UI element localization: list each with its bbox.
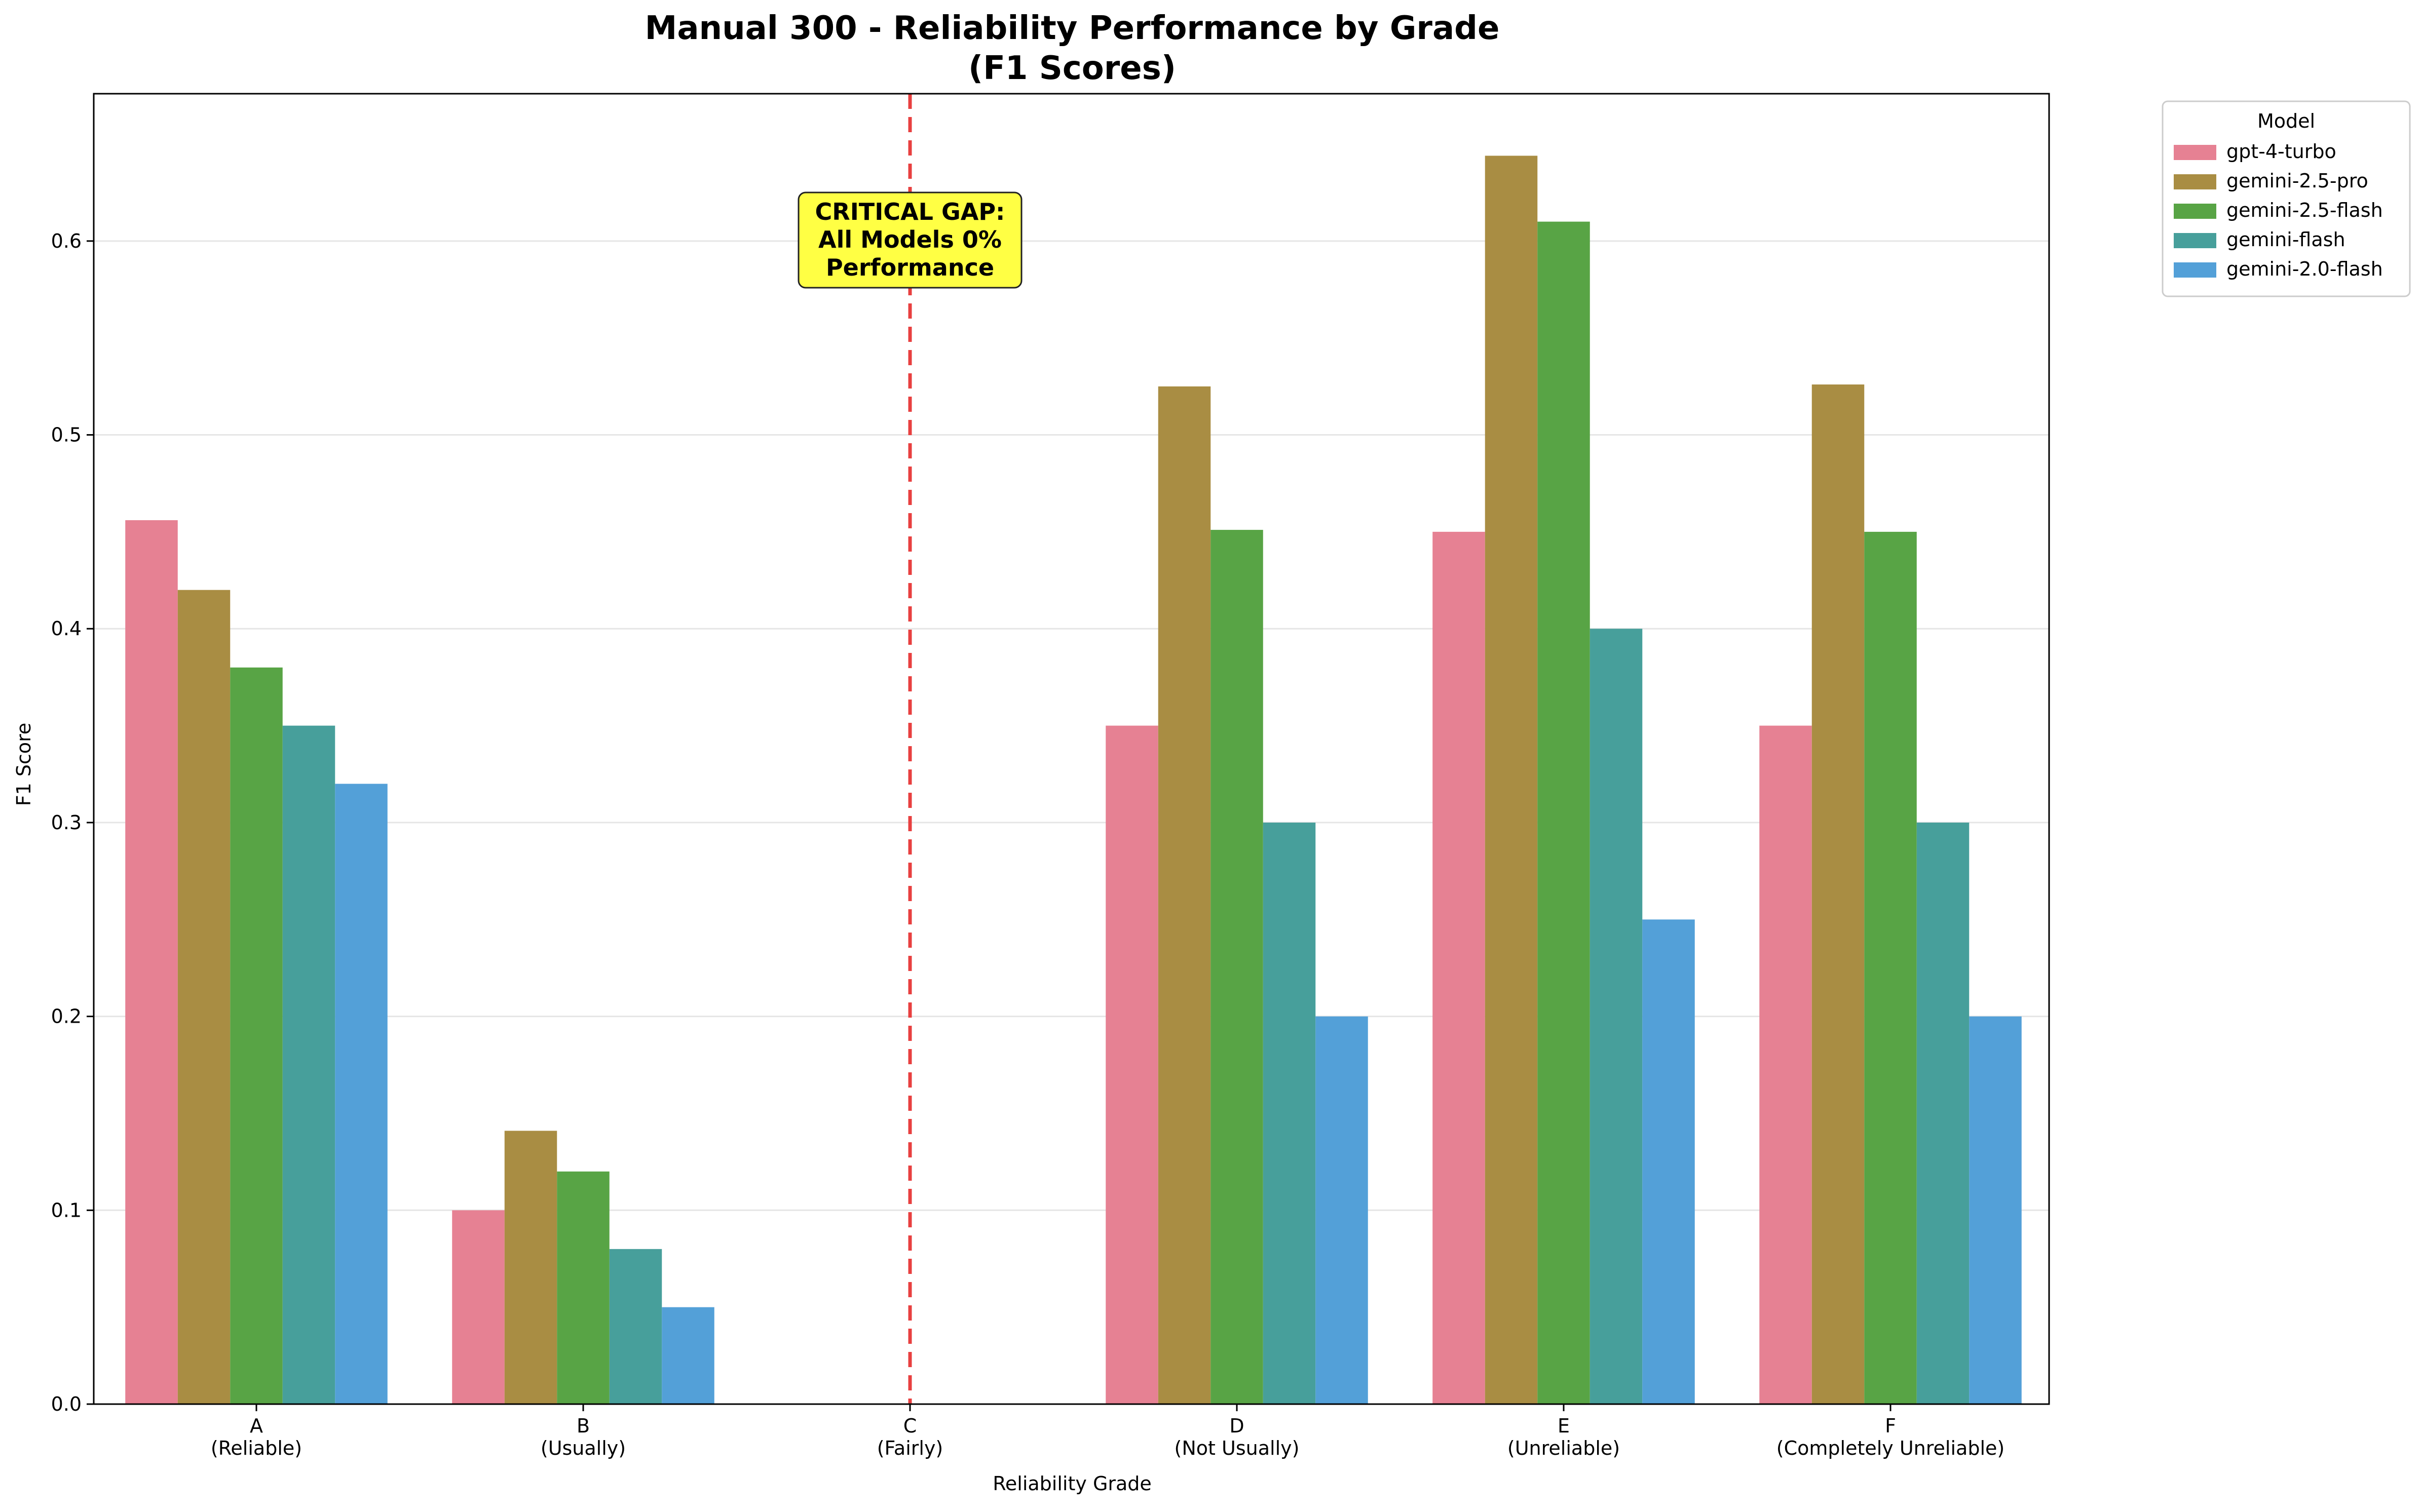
axes-layer: 0.0 0.1 0.2 0.3 0.4 0.5 0.6 A(Reliable) B(Usuall… (51, 93, 2050, 1459)
x-tick-label-desc: (Fairly) (877, 1437, 943, 1459)
bar-gemini-2.0-flash-B (662, 1307, 714, 1404)
chart-title-line2: (F1 Scores) (968, 50, 1176, 87)
x-tick-label-desc: (Reliable) (211, 1437, 302, 1459)
legend-label-gemini-2.5-pro: gemini-2.5-pro (2226, 170, 2368, 192)
bar-gpt-4-turbo-B (452, 1210, 505, 1404)
x-tick-label-grade: D (1229, 1415, 1244, 1437)
bar-gpt-4-turbo-E (1432, 531, 1485, 1404)
legend-label-gemini-flash: gemini-flash (2226, 228, 2346, 251)
legend-swatch-gemini-2.5-pro (2174, 174, 2216, 189)
bar-gemini-2.5-flash-E (1537, 221, 1590, 1405)
x-tick-label-desc: (Not Usually) (1175, 1437, 1300, 1459)
bar-gemini-flash-F (1916, 822, 1970, 1404)
bar-gemini-2.0-flash-A (335, 784, 388, 1404)
critical-gap-text-line2: All Models 0% (818, 226, 1002, 253)
bar-gpt-4-turbo-A (125, 520, 178, 1404)
bar-gpt-4-turbo-D (1106, 725, 1158, 1404)
critical-gap-text-line3: Performance (826, 254, 994, 281)
bar-gemini-2.5-flash-D (1210, 530, 1263, 1404)
x-axis-label: Reliability Grade (993, 1472, 1152, 1495)
x-tick-label-grade: B (577, 1415, 590, 1437)
bar-gemini-2.5-flash-F (1864, 531, 1917, 1404)
bar-gemini-2.5-pro-A (177, 590, 231, 1404)
bar-gemini-2.0-flash-F (1969, 1016, 2022, 1404)
chart-title-line1: Manual 300 - Reliability Performance by … (645, 10, 1500, 47)
bar-gpt-4-turbo-F (1759, 725, 1812, 1404)
bar-gemini-2.5-pro-E (1485, 156, 1538, 1405)
critical-gap-box (798, 191, 1023, 289)
legend-swatch-gemini-2.5-flash (2174, 204, 2216, 219)
annotation-box-layer: CRITICAL GAP:All Models 0%Performance (798, 191, 1023, 289)
x-tick-label-grade: F (1885, 1415, 1896, 1437)
bar-gemini-flash-E (1590, 629, 1643, 1404)
bar-gemini-2.5-pro-D (1158, 386, 1211, 1404)
y-tick-label: 0.0 (51, 1393, 82, 1415)
bar-gemini-flash-B (609, 1249, 662, 1404)
bar-gemini-2.5-flash-A (230, 667, 283, 1404)
bars-layer (125, 156, 2022, 1405)
y-tick-label: 0.1 (51, 1199, 82, 1221)
bar-gemini-flash-D (1263, 822, 1316, 1404)
critical-gap-text-line1: CRITICAL GAP: (815, 198, 1005, 225)
x-tick-label-grade: A (250, 1415, 263, 1437)
y-axis-label: F1 Score (13, 723, 35, 806)
bar-gemini-flash-A (282, 725, 335, 1404)
x-tick-label-desc: (Unreliable) (1507, 1437, 1620, 1459)
x-tick-label-grade: E (1558, 1415, 1570, 1437)
bar-gemini-2.5-pro-F (1811, 384, 1865, 1404)
legend-title: Model (2257, 110, 2315, 132)
legend-swatch-gemini-2.0-flash (2174, 262, 2216, 278)
legend-label-gpt-4-turbo: gpt-4-turbo (2226, 140, 2336, 163)
bar-gemini-2.0-flash-D (1315, 1016, 1368, 1404)
legend-swatch-gemini-flash (2174, 233, 2216, 248)
legend-label-gemini-2.5-flash: gemini-2.5-flash (2226, 199, 2383, 221)
legend-label-gemini-2.0-flash: gemini-2.0-flash (2226, 258, 2383, 280)
x-tick-label-desc: (Completely Unreliable) (1776, 1437, 2004, 1459)
legend: Model gpt-4-turbo gemini-2.5-pro gemini-2.5… (2162, 100, 2411, 297)
y-tick-label: 0.5 (51, 424, 82, 446)
x-tick-label-grade: C (903, 1415, 917, 1437)
bar-gemini-2.0-flash-E (1642, 919, 1695, 1404)
plot-frame (93, 93, 2050, 1405)
y-tick-label: 0.4 (51, 617, 82, 640)
y-tick-label: 0.3 (51, 811, 82, 834)
bar-gemini-2.5-flash-B (557, 1171, 610, 1404)
legend-swatch-gpt-4-turbo (2174, 145, 2216, 160)
bar-gemini-2.5-pro-B (504, 1131, 557, 1404)
y-tick-label: 0.6 (51, 230, 82, 252)
x-tick-label-desc: (Usually) (541, 1437, 626, 1459)
legend-box (2162, 100, 2411, 297)
y-tick-label: 0.2 (51, 1005, 82, 1028)
